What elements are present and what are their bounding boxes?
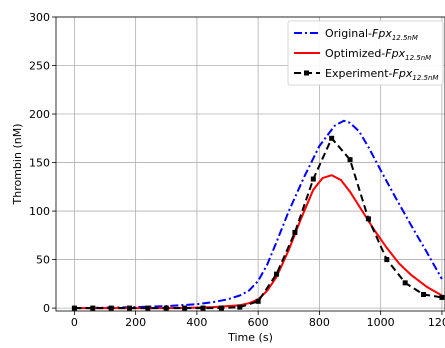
data-point-marker: [274, 271, 280, 277]
series-line-2: [74, 137, 443, 310]
x-tick-label: 400: [186, 316, 207, 329]
data-point-marker: [90, 305, 96, 311]
legend-label: Original-Fpx12.5nM: [325, 27, 418, 42]
x-tick-label: 1000: [367, 316, 395, 329]
legend-label: Optimized-Fpx12.5nM: [325, 47, 431, 62]
legend-label: Experiment-Fpx12.5nM: [325, 67, 438, 82]
y-tick-label: 200: [29, 108, 50, 121]
x-tick-label: 800: [309, 316, 330, 329]
data-point-marker: [218, 305, 224, 311]
data-point-marker: [127, 305, 133, 311]
data-point-marker: [439, 294, 445, 300]
legend-box: [287, 20, 444, 86]
x-tick-label: 600: [248, 316, 269, 329]
x-tick-label: 200: [125, 316, 146, 329]
data-point-marker: [384, 257, 390, 263]
y-tick-label: 100: [29, 205, 50, 218]
data-point-marker: [292, 229, 298, 235]
data-point-marker: [329, 135, 335, 141]
y-tick-label: 0: [43, 302, 50, 315]
series-line-0: [74, 119, 443, 310]
y-tick-label: 150: [29, 157, 50, 170]
series-group: [71, 119, 445, 311]
data-point-marker: [182, 305, 188, 311]
data-point-marker: [310, 176, 316, 182]
data-point-marker: [200, 305, 206, 311]
plot-frame: [55, 16, 445, 312]
x-tick-label: 0: [71, 316, 78, 329]
x-axis-label: Time (s): [227, 331, 273, 344]
y-tick-label: 250: [29, 60, 50, 73]
y-axis-label: Thrombin (nM): [11, 124, 24, 206]
data-point-marker: [255, 298, 261, 304]
data-point-marker: [108, 305, 114, 311]
data-point-marker: [421, 292, 427, 298]
legend: Original-Fpx12.5nM Optimized-Fpx12.5nM Exp…: [287, 20, 444, 86]
data-point-marker: [145, 305, 151, 311]
legend-marker: [304, 70, 309, 76]
y-tick-label: 50: [36, 254, 50, 267]
data-point-marker: [71, 305, 77, 311]
data-point-marker: [402, 280, 408, 286]
data-point-marker: [347, 157, 353, 163]
data-point-marker: [365, 216, 371, 222]
data-point-marker: [163, 305, 169, 311]
y-tick-label: 300: [29, 11, 50, 24]
ticks: 0 200 400 600 800 1000 1200 0 50 100 150 200 250 300: [29, 11, 445, 329]
data-point-marker: [237, 304, 243, 310]
x-tick-label: 1200: [428, 316, 445, 329]
